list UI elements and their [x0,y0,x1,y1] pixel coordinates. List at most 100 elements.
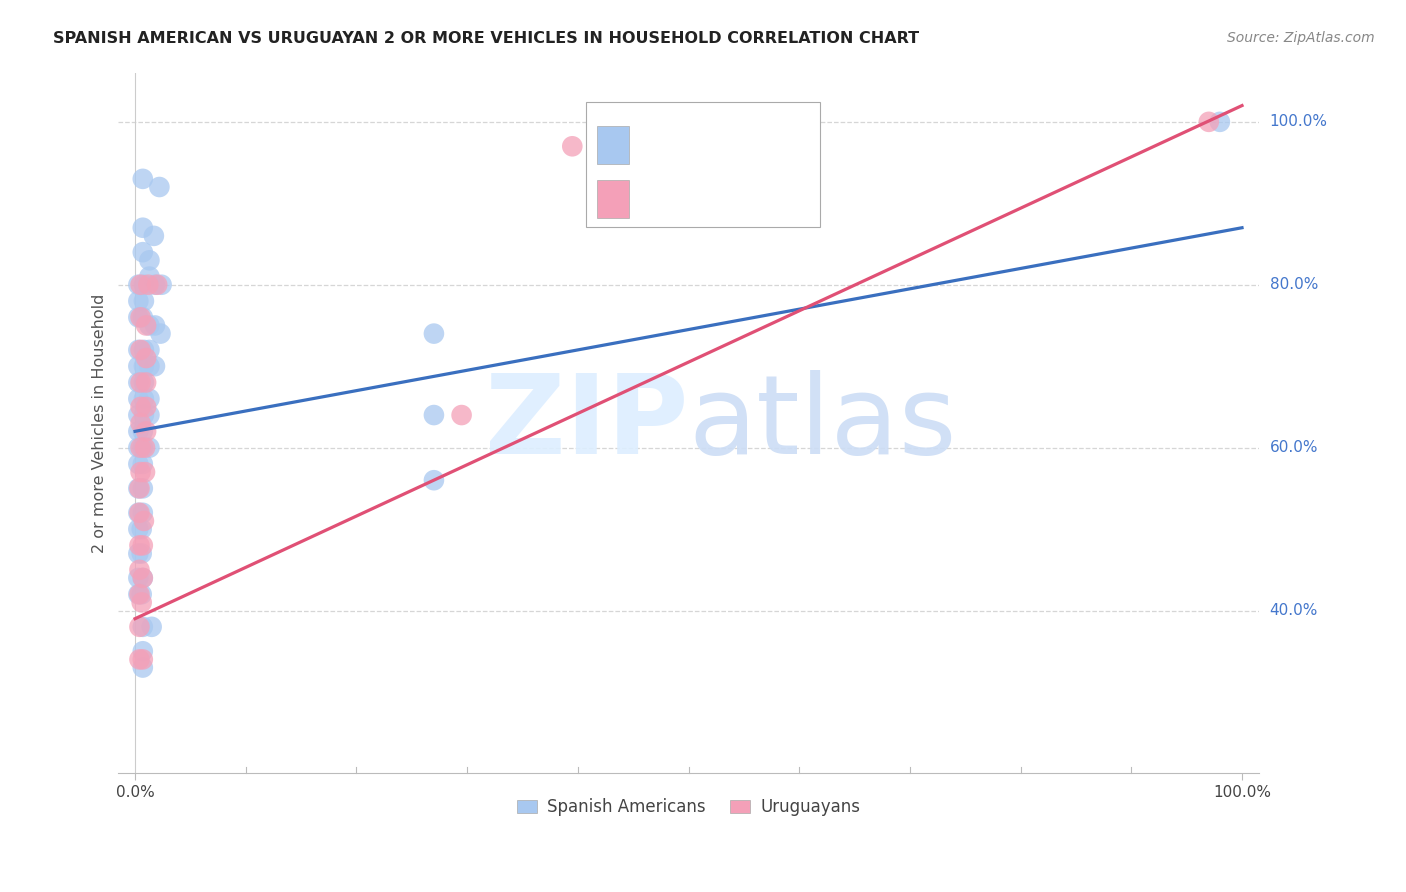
Point [138,318,160,333]
Point [132,220,155,235]
Legend: Spanish Americans, Uruguayans: Spanish Americans, Uruguayans [509,790,869,824]
Point [132,245,155,260]
Point [127,277,149,292]
Point [132,277,155,292]
Point [135,376,157,390]
FancyBboxPatch shape [598,126,630,164]
Text: 0.400: 0.400 [683,136,737,154]
Point [132,538,155,552]
Point [143,318,166,333]
Point [131,587,153,601]
Point [132,514,155,528]
Point [138,408,160,422]
Point [131,522,153,536]
Point [127,408,149,422]
Text: ZIP: ZIP [485,369,689,476]
Point [149,326,172,341]
Point [132,310,155,325]
Point [423,473,446,487]
Point [450,408,472,422]
Point [127,587,149,601]
Point [129,400,152,414]
Point [132,620,155,634]
Text: SPANISH AMERICAN VS URUGUAYAN 2 OR MORE VEHICLES IN HOUSEHOLD CORRELATION CHART: SPANISH AMERICAN VS URUGUAYAN 2 OR MORE … [53,31,920,46]
Point [131,547,153,561]
FancyBboxPatch shape [598,180,630,219]
Point [132,571,155,585]
Point [132,408,155,422]
Point [138,269,160,284]
Text: 32: 32 [775,190,797,209]
Text: 40.0%: 40.0% [1270,603,1317,618]
Point [129,441,152,455]
Point [136,277,159,292]
Point [135,351,157,365]
Point [132,644,155,658]
Point [127,522,149,536]
Y-axis label: 2 or more Vehicles in Household: 2 or more Vehicles in Household [93,293,107,553]
Text: N =: N = [737,190,779,209]
Point [132,441,155,455]
Point [128,506,150,520]
Text: R =: R = [640,136,681,154]
Point [129,376,152,390]
Text: N =: N = [737,136,779,154]
Text: 80.0%: 80.0% [1270,277,1317,293]
Point [128,481,150,495]
Text: atlas: atlas [689,369,957,476]
Point [128,587,150,601]
Point [127,481,149,495]
Point [141,620,163,634]
Point [143,277,166,292]
Point [142,228,165,243]
Point [150,277,173,292]
Point [129,310,152,325]
Point [128,538,150,552]
Point [146,277,169,292]
Point [561,139,583,153]
Point [135,318,157,333]
Point [127,457,149,471]
Point [128,652,150,666]
Point [132,481,155,495]
Point [127,441,149,455]
Text: 59: 59 [775,136,797,154]
Point [132,359,155,374]
Text: 0.623: 0.623 [683,190,737,209]
Point [132,293,155,308]
Point [1209,115,1232,129]
Point [131,595,153,609]
Point [128,620,150,634]
Text: 60.0%: 60.0% [1270,440,1319,455]
Point [135,425,157,439]
Point [1198,115,1220,129]
Point [132,506,155,520]
Point [127,293,149,308]
Point [127,392,149,406]
Point [129,277,152,292]
Point [138,343,160,357]
Point [134,465,156,479]
Point [138,253,160,268]
Point [143,359,166,374]
FancyBboxPatch shape [586,103,820,227]
Point [127,376,149,390]
Point [135,400,157,414]
Point [132,392,155,406]
Point [132,652,155,666]
Point [423,326,446,341]
Point [127,571,149,585]
Point [132,376,155,390]
Point [127,547,149,561]
Point [134,441,156,455]
Point [129,343,152,357]
Point [127,359,149,374]
Text: 100.0%: 100.0% [1270,114,1327,129]
Point [138,392,160,406]
Point [127,343,149,357]
Point [132,172,155,186]
Point [423,408,446,422]
Point [132,457,155,471]
Point [132,343,155,357]
Point [148,180,170,194]
